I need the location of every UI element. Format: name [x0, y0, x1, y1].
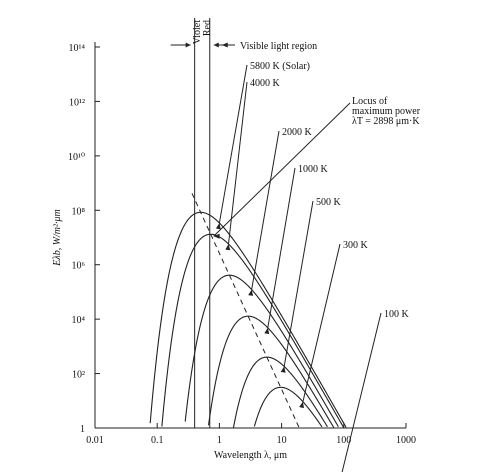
- y-tick-label: 10⁸: [72, 206, 86, 217]
- series-label-1000k: 1000 K: [298, 164, 329, 175]
- label-arrow-4000k: [225, 243, 231, 251]
- y-tick-label: 10²: [72, 370, 85, 381]
- y-tick-label: 10¹²: [69, 97, 85, 108]
- label-arrow-1000k: [264, 327, 270, 335]
- label-arrow-5800k: [215, 222, 221, 230]
- label-arrow-300k: [299, 401, 304, 409]
- y-tick-label: 1: [80, 424, 85, 435]
- y-tick-label: 10⁴: [72, 315, 86, 326]
- curve-1000k: [207, 315, 335, 428]
- y-tick-label: 10¹⁰: [68, 152, 85, 163]
- label-pointer-1000k: [267, 167, 296, 328]
- series-label-100k: 100 K: [384, 309, 410, 320]
- locus-label-line: Locus of: [352, 96, 388, 107]
- visible-region-arrow-head: [221, 42, 228, 48]
- series-labels: 5800 K (Solar) 4000 K 2000 K 1000 K 500 K 300…: [213, 61, 421, 472]
- y-ticks: 1 10² 10⁴ 10⁶ 10⁸ 10¹⁰ 10¹² 10¹⁴: [68, 43, 100, 435]
- label-pointer-5800k: [218, 64, 248, 224]
- violet-label: Violet: [192, 20, 203, 45]
- curve-500k: [232, 356, 328, 428]
- x-tick-label: 0.1: [151, 435, 164, 446]
- curve-300k: [253, 386, 323, 428]
- locus-group: [191, 193, 300, 428]
- curve-5800k: [149, 211, 347, 428]
- x-axis-title: Wavelength λ, μm: [214, 450, 287, 461]
- red-arrow-head: [213, 42, 219, 48]
- curve-2000k: [184, 274, 339, 427]
- y-tick-label: 10¹⁴: [69, 43, 86, 54]
- locus-pointer: [213, 102, 351, 237]
- label-pointer-300k: [302, 243, 341, 402]
- locus-line: [191, 193, 300, 428]
- label-arrow-2000k: [248, 289, 254, 296]
- x-tick-label: 1: [217, 435, 222, 446]
- series-label-4000k: 4000 K: [250, 78, 281, 89]
- x-tick-label: 100: [336, 435, 351, 446]
- series-label-2000k: 2000 K: [282, 127, 313, 138]
- x-tick-label: 10: [277, 435, 287, 446]
- x-tick-label: 0.01: [86, 435, 104, 446]
- label-arrow-500k: [280, 366, 286, 373]
- label-pointer-4000k: [227, 81, 248, 245]
- locus-arrow-head: [213, 233, 220, 239]
- curve-4000k: [161, 233, 345, 429]
- axes-group: [94, 42, 406, 429]
- y-tick-label: 10⁶: [72, 261, 86, 272]
- label-pointer-100k: [341, 312, 382, 472]
- series-label-5800k: 5800 K (Solar): [250, 61, 310, 72]
- x-tick-label: 1000: [396, 435, 416, 446]
- blackbody-curves: [149, 211, 347, 429]
- red-label: Red: [202, 20, 213, 36]
- x-ticks: 0.01 0.1 1 10 100 1000: [86, 423, 416, 446]
- series-label-300k: 300 K: [343, 240, 369, 251]
- label-pointer-2000k: [251, 130, 280, 290]
- visible-region-label: Visible light region: [240, 41, 317, 52]
- series-label-500k: 500 K: [316, 197, 342, 208]
- label-pointer-500k: [283, 200, 314, 367]
- violet-arrow-head: [185, 42, 191, 48]
- y-axis-title: Eλb, W/m²·μm: [52, 209, 63, 267]
- locus-label-line: λT = 2898 μm·K: [352, 116, 420, 127]
- locus-label-line: maximum power: [352, 106, 421, 117]
- visible-region-group: Violet Red Visible light region: [170, 18, 317, 428]
